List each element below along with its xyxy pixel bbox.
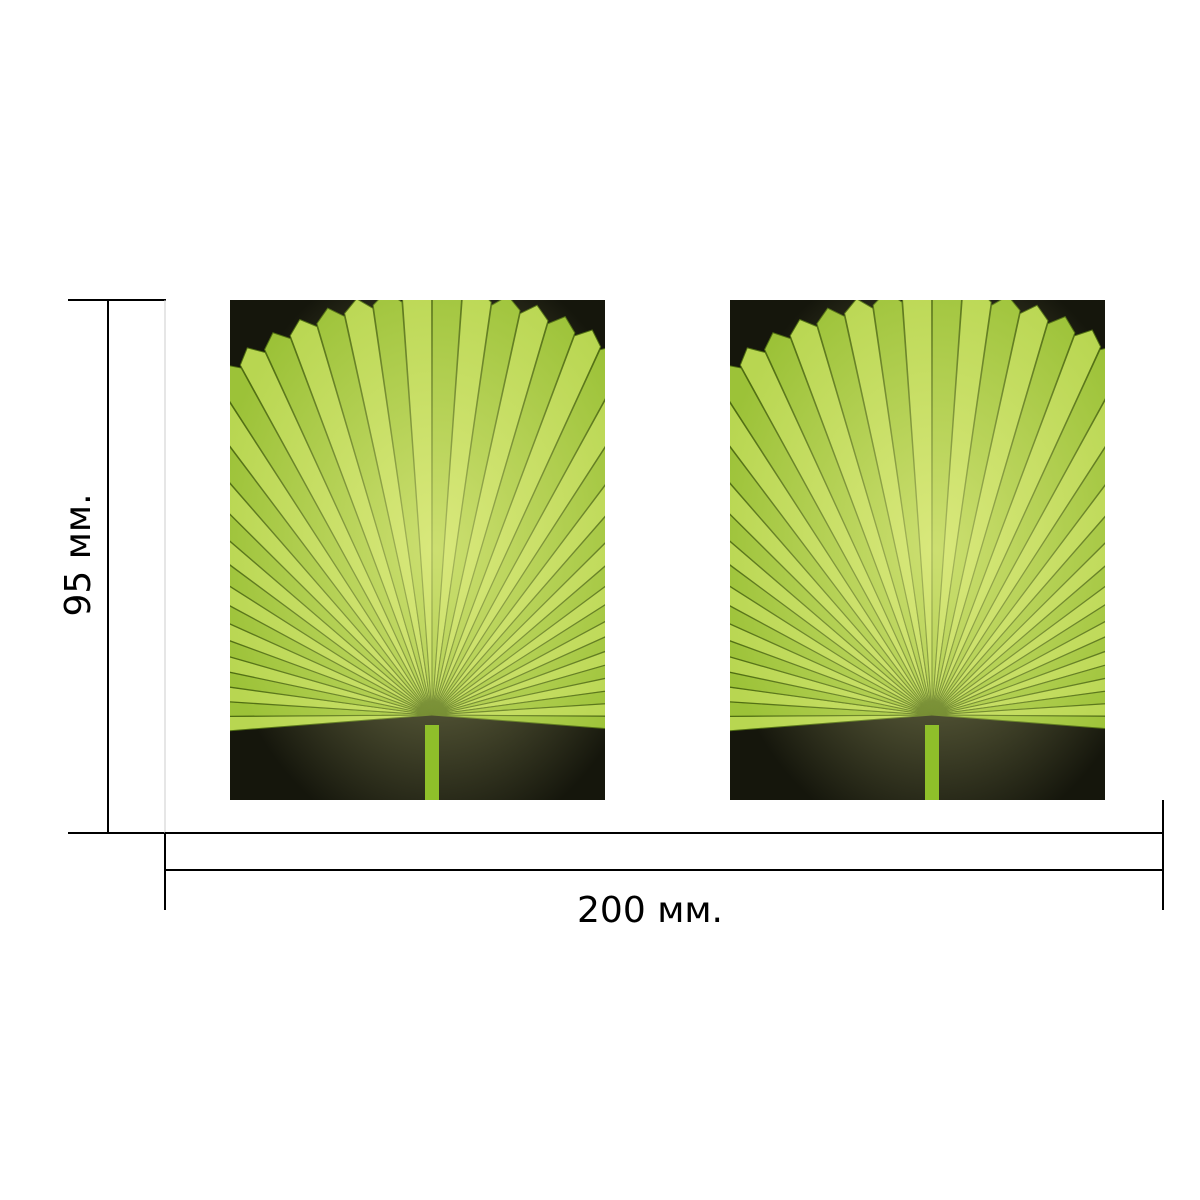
height-label: 95 мм. [58,493,99,616]
height-dimension [68,299,166,834]
width-label: 200 мм. [577,890,723,931]
width-dimension [164,800,1164,910]
leaf-photo [65,283,802,805]
leaf-photo [565,283,1200,805]
